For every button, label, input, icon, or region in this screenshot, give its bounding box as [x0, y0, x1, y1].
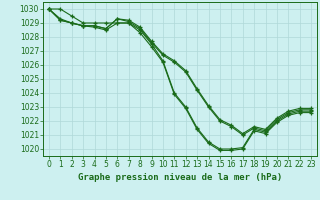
X-axis label: Graphe pression niveau de la mer (hPa): Graphe pression niveau de la mer (hPa) [78, 173, 282, 182]
